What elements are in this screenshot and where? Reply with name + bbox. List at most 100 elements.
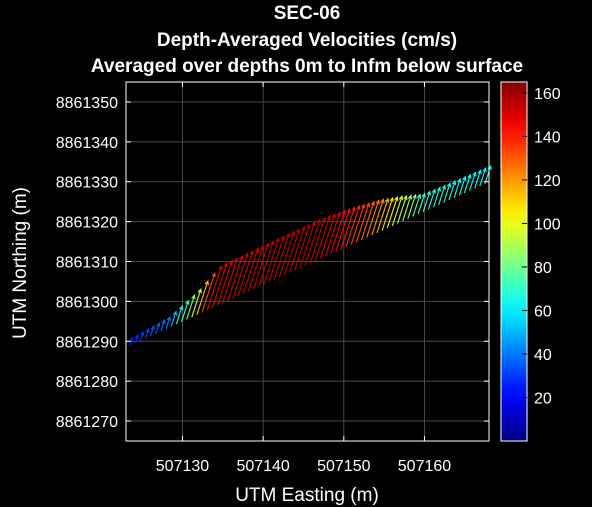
velocity-vector: [345, 204, 361, 248]
velocity-vector: [288, 225, 306, 273]
velocity-vector: [355, 201, 371, 243]
velocity-vector: [268, 235, 285, 283]
velocity-vector: [391, 195, 404, 227]
velocity-vector: [186, 294, 196, 320]
velocity-vector: [330, 209, 346, 255]
colorbar: 20 40 60 80 100 120 140 160: [500, 81, 561, 442]
velocity-vector: [258, 239, 275, 287]
colorbar-tick-label: 100: [534, 216, 561, 233]
colorbar-tick-label: 120: [534, 173, 561, 190]
y-axis-label: UTM Northing (m): [10, 187, 31, 339]
colorbar-fill: [501, 82, 527, 441]
velocity-vector: [309, 216, 326, 264]
colorbar-tick-label: 20: [534, 390, 552, 407]
colorbar-tick-label: 80: [534, 260, 552, 277]
velocity-vector: [371, 198, 385, 236]
colorbar-tick-label: 160: [534, 86, 561, 103]
velocity-vector: [206, 264, 223, 311]
velocity-vector: [412, 193, 422, 217]
x-tick-label: 507130: [156, 458, 209, 475]
velocity-vector: [283, 228, 301, 276]
x-tick-label: 507150: [317, 458, 370, 475]
velocity-vector: [335, 207, 351, 252]
y-tick-label: 8861310: [56, 255, 118, 272]
y-tick-label: 8861280: [56, 374, 118, 391]
velocity-vector: [263, 237, 280, 285]
velocity-vector: [222, 257, 239, 304]
velocity-vector: [469, 171, 477, 191]
velocity-vector: [242, 247, 259, 294]
velocity-vector: [350, 203, 366, 245]
velocity-vector: [463, 173, 472, 194]
velocity-vector: [144, 327, 150, 339]
velocity-vector: [247, 244, 265, 292]
velocity-vector: [211, 262, 228, 308]
velocity-vector: [381, 196, 394, 231]
velocity-vector: [278, 230, 296, 278]
velocity-vector: [417, 192, 426, 215]
velocity-vector: [232, 252, 249, 299]
colorbar-ticks: 20 40 60 80 100 120 140 160: [522, 86, 561, 407]
velocity-vector: [427, 188, 436, 210]
chart-title-line-3: Averaged over depths 0m to Infm below su…: [91, 56, 523, 77]
velocity-vector: [160, 318, 166, 332]
colorbar-frame: [500, 81, 528, 442]
y-tick-label: 8861270: [56, 414, 118, 431]
velocity-vector: [474, 169, 482, 189]
velocity-vector: [458, 175, 467, 196]
velocity-vector: [479, 166, 487, 187]
x-tick-label: 507140: [236, 458, 289, 475]
velocity-vector: [314, 214, 331, 262]
y-ticks: 8861270 8861280 8861290 8861300 8861310 88613…: [56, 95, 489, 431]
velocity-vector: [294, 223, 311, 271]
velocity-vector: [252, 242, 270, 290]
velocity-vector: [324, 211, 341, 257]
colorbar-tick-label: 140: [534, 129, 561, 146]
velocity-vector: [237, 249, 254, 297]
velocity-vector: [443, 182, 452, 203]
velocity-vector: [150, 324, 155, 337]
velocity-vector: [433, 186, 441, 208]
y-tick-label: 8861340: [56, 135, 118, 152]
velocity-vector: [340, 206, 356, 250]
x-tick-label: 507160: [398, 458, 451, 475]
colorbar-tick-label: 60: [534, 303, 552, 320]
x-axis-label: UTM Easting (m): [235, 485, 379, 506]
velocity-vector: [376, 197, 390, 234]
velocity-vector: [273, 232, 290, 280]
y-tick-label: 8861300: [56, 294, 118, 311]
velocity-vector: [360, 200, 375, 241]
colorbar-tick-label: 40: [534, 347, 552, 364]
velocity-vector: [422, 190, 431, 212]
velocity-vector: [170, 310, 178, 327]
y-tick-label: 8861290: [56, 334, 118, 351]
velocity-vector: [304, 218, 321, 266]
x-ticks: 507130 507140 507150 507160: [156, 82, 451, 475]
velocity-vector: [165, 315, 171, 330]
velocity-vector: [196, 280, 209, 315]
velocity-vector: [453, 177, 462, 198]
velocity-vector: [180, 299, 190, 323]
velocity-vector: [216, 259, 234, 306]
velocity-vector: [155, 321, 161, 334]
velocity-vector: [175, 305, 184, 325]
grid-lines: [126, 82, 489, 441]
velocity-vector: [299, 221, 316, 269]
velocity-vector: [191, 288, 202, 318]
velocity-vector: [139, 330, 145, 341]
chart-title-line-1: SEC-06: [274, 3, 341, 24]
plot-area: 507130 507140 507150 507160 886127088612808…: [56, 81, 492, 475]
y-tick-label: 8861330: [56, 175, 118, 192]
velocity-vector: [448, 179, 457, 201]
velocity-vector: [319, 212, 336, 259]
velocity-vector: [227, 254, 244, 301]
velocity-vector: [402, 194, 413, 222]
velocity-vector: [386, 195, 399, 229]
velocity-vector: [407, 193, 417, 220]
velocity-vectors: [129, 164, 492, 346]
velocity-vector: [396, 194, 408, 224]
y-tick-label: 8861350: [56, 95, 118, 112]
chart-title-line-2: Depth-Averaged Velocities (cm/s): [157, 30, 457, 51]
velocity-vector: [134, 333, 139, 344]
